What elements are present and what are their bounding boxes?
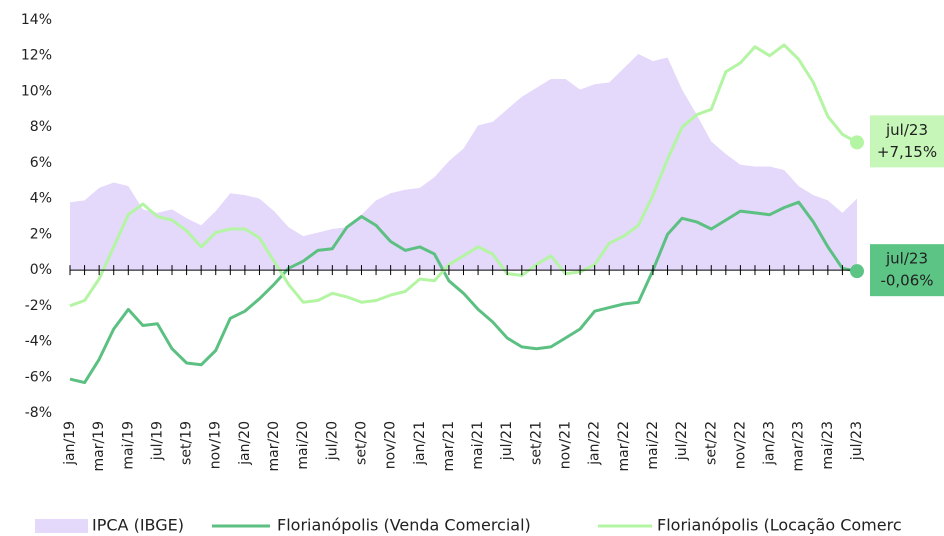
x-tick-label: jul/22 [674, 421, 690, 461]
end-point [850, 135, 864, 150]
y-tick-label: 12% [21, 48, 52, 64]
line [69, 43, 858, 308]
x-tick-label: jul/21 [499, 421, 515, 461]
end-label: -0,06% [880, 272, 933, 290]
end-label: jul/23 [885, 250, 928, 268]
end-point [850, 264, 864, 279]
area [70, 53, 857, 271]
y-tick-label: 4% [30, 191, 52, 207]
y-tick-label: 0% [30, 262, 52, 278]
x-tick-label: set/22 [703, 421, 719, 465]
x-tick-label: mar/19 [91, 421, 107, 472]
x-tick-label: jul/23 [849, 421, 865, 461]
x-tick-label: jul/19 [149, 421, 165, 461]
x-tick-label: jan/23 [762, 421, 778, 466]
y-tick-label: 14% [21, 12, 52, 28]
x-tick-label: nov/20 [383, 421, 399, 469]
x-tick-label: nov/19 [208, 421, 224, 469]
x-tick-label: mai/19 [120, 421, 136, 470]
y-tick-label: -2% [25, 298, 52, 314]
x-tick-label: jan/22 [587, 421, 603, 466]
x-tick-label: mai/20 [295, 421, 311, 470]
legend-label: IPCA (IBGE) [92, 516, 184, 535]
end-label-box [870, 244, 944, 297]
x-tick-label: mai/22 [645, 421, 661, 470]
x-tick-label: jan/21 [412, 421, 428, 466]
line [69, 200, 858, 385]
x-tick-label: set/20 [353, 421, 369, 465]
legend-swatch [35, 519, 88, 533]
y-tick-label: -6% [25, 369, 52, 385]
y-tick-label: 8% [30, 119, 52, 135]
x-tick-label: mar/21 [441, 421, 457, 472]
x-tick-label: jul/20 [324, 421, 340, 461]
x-tick-label: mar/20 [266, 421, 282, 472]
end-label: jul/23 [885, 121, 928, 139]
x-tick-label: mar/22 [616, 421, 632, 472]
y-tick-label: 10% [21, 83, 52, 99]
x-tick-label: mai/21 [470, 421, 486, 470]
x-tick-label: set/19 [179, 421, 195, 465]
y-tick-label: -8% [25, 405, 52, 421]
x-tick-label: nov/21 [558, 421, 574, 469]
end-label-box [870, 115, 944, 168]
legend-label: Florianópolis (Venda Comercial) [277, 516, 531, 535]
y-tick-label: -4% [25, 334, 52, 350]
x-tick-label: mar/23 [791, 421, 807, 472]
x-tick-label: jan/20 [237, 421, 253, 466]
legend-label: Florianópolis (Locação Comerc [657, 516, 902, 535]
y-tick-label: 6% [30, 155, 52, 171]
x-tick-label: nov/22 [732, 421, 748, 469]
end-label: +7,15% [877, 143, 937, 161]
x-tick-label: set/21 [528, 421, 544, 465]
y-tick-label: 2% [30, 226, 52, 242]
x-tick-label: mai/23 [820, 421, 836, 470]
x-tick-label: jan/19 [62, 421, 78, 466]
